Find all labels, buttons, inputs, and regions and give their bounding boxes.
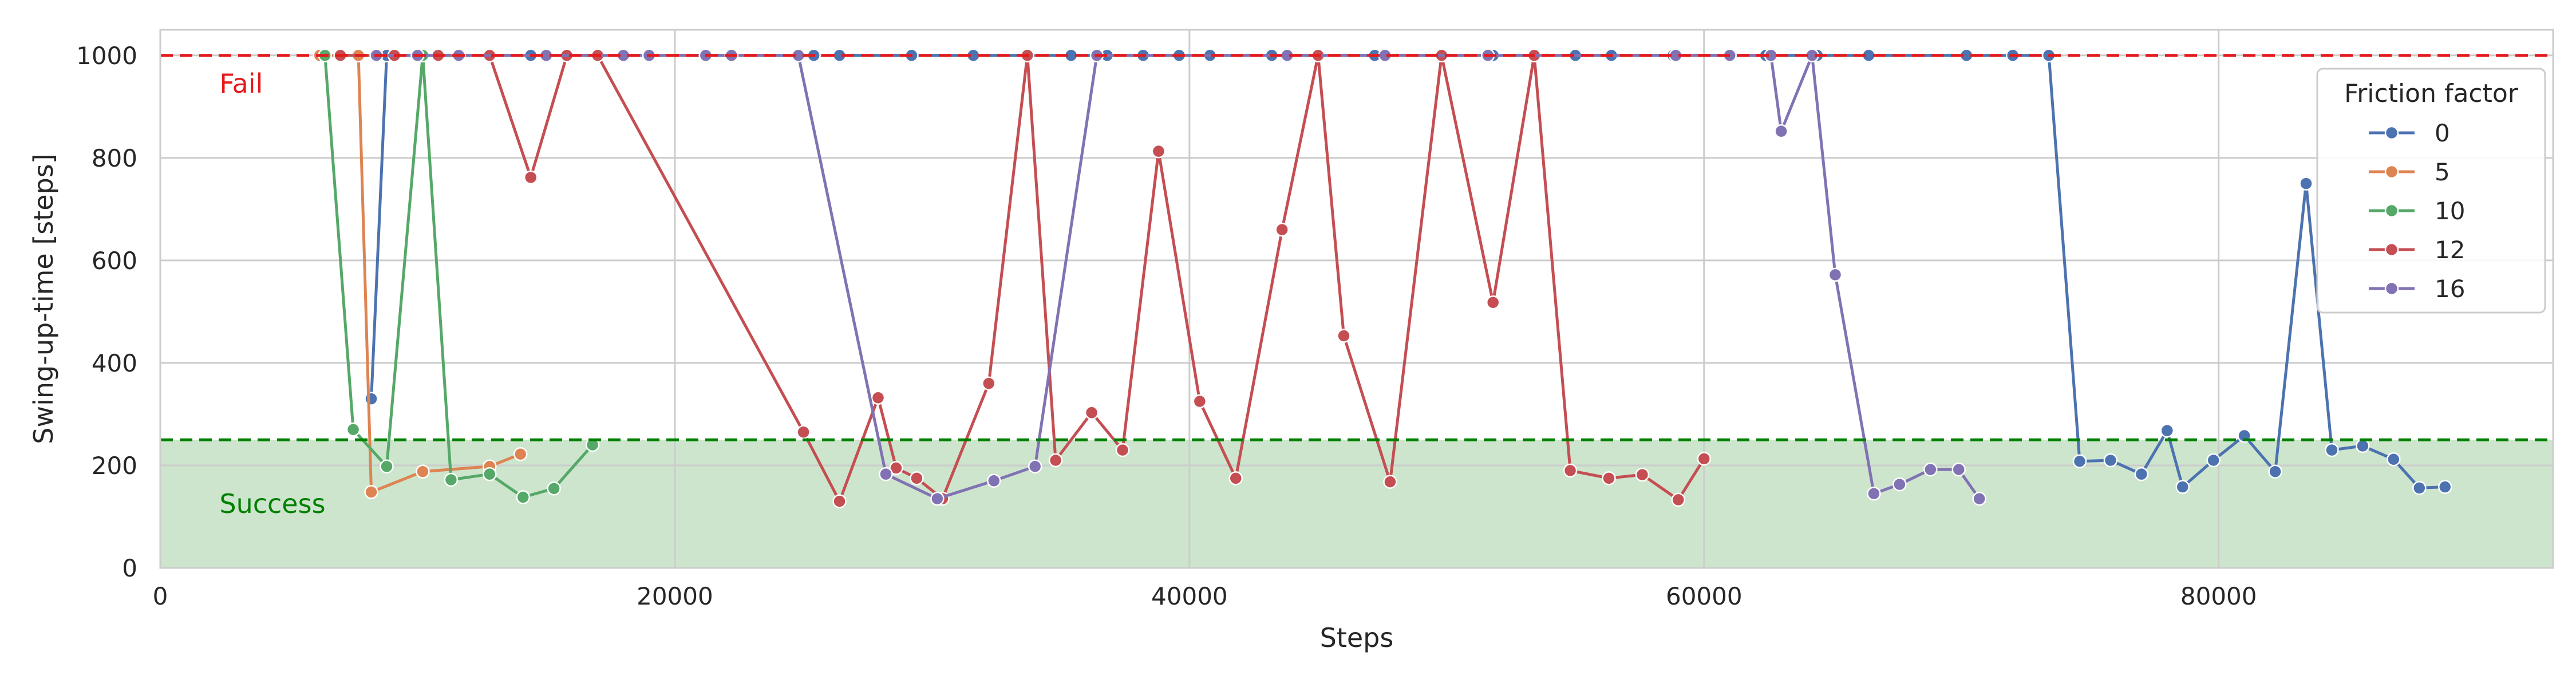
y-tick-label: 1000 <box>76 42 137 70</box>
data-point <box>1635 467 1650 482</box>
legend-item: 0 <box>2369 119 2450 147</box>
data-point <box>1951 462 1966 477</box>
data-point <box>2134 467 2149 481</box>
data-point <box>1383 475 1397 489</box>
y-tick-label: 0 <box>122 554 137 582</box>
data-point <box>1563 463 1578 478</box>
legend-marker <box>2384 125 2399 140</box>
data-point <box>1228 471 1243 485</box>
legend-marker <box>2384 242 2399 257</box>
x-tick-label: 40000 <box>1151 582 1228 610</box>
data-point <box>1337 329 1351 343</box>
data-point <box>1671 492 1686 507</box>
data-point <box>1774 124 1788 139</box>
data-point <box>2356 439 2370 453</box>
data-point <box>416 464 430 479</box>
legend-marker <box>2384 164 2399 179</box>
data-point <box>832 494 847 508</box>
x-tick-label: 20000 <box>637 582 713 610</box>
x-tick-label: 60000 <box>1666 582 1743 610</box>
data-point <box>889 461 903 475</box>
data-point <box>796 425 811 440</box>
data-point <box>547 481 561 496</box>
data-point <box>516 490 530 504</box>
data-point <box>2103 453 2118 468</box>
data-point <box>1828 267 1843 282</box>
data-point <box>1192 394 1207 409</box>
y-tick-label: 800 <box>92 144 137 172</box>
legend-title: Friction factor <box>2344 79 2519 108</box>
data-point <box>982 376 996 390</box>
data-point <box>2268 464 2282 479</box>
legend-label: 10 <box>2435 197 2465 225</box>
data-point <box>1084 405 1099 420</box>
data-point <box>2412 481 2427 495</box>
data-point <box>987 473 1001 488</box>
series-12 <box>333 48 1712 508</box>
data-point <box>1867 486 1881 501</box>
legend-marker <box>2384 203 2399 218</box>
y-tick-labels: 0 200 400 600 800 1000 <box>76 42 137 582</box>
data-point <box>444 472 459 487</box>
data-point <box>1485 295 1500 310</box>
legend-label: 12 <box>2435 236 2465 264</box>
x-tick-label: 80000 <box>2180 582 2257 610</box>
y-tick-label: 400 <box>92 349 137 377</box>
data-point <box>1048 453 1063 468</box>
data-point <box>380 459 394 473</box>
data-point <box>910 471 924 485</box>
data-point <box>1893 477 1907 492</box>
data-point <box>1151 144 1166 159</box>
data-point <box>1972 491 1986 506</box>
data-point <box>1275 222 1289 237</box>
plot-frame <box>159 29 2554 569</box>
legend-box <box>2316 68 2546 314</box>
legend-item: 5 <box>2369 158 2450 186</box>
data-point <box>930 491 945 506</box>
legend: Friction factor 0 5 10 12 16 <box>2316 68 2546 314</box>
y-tick-label: 600 <box>92 247 137 275</box>
data-point <box>1923 462 1938 477</box>
legend-item: 12 <box>2369 236 2465 264</box>
data-point <box>2299 176 2313 191</box>
legend-item: 10 <box>2369 197 2465 225</box>
data-point <box>346 423 361 437</box>
legend-marker <box>2384 281 2399 296</box>
data-point <box>2325 443 2339 457</box>
data-point <box>879 467 893 481</box>
x-axis-title: Steps <box>1320 622 1394 653</box>
data-point <box>2072 454 2087 469</box>
data-point <box>1697 452 1712 466</box>
data-point <box>513 447 528 461</box>
data-point <box>2387 452 2401 467</box>
data-point <box>2160 423 2175 438</box>
success-region <box>160 440 2553 568</box>
data-point <box>2175 480 2190 494</box>
success-annotation: Success <box>219 488 325 519</box>
legend-label: 16 <box>2435 275 2465 303</box>
data-point <box>1028 459 1042 473</box>
x-tick-labels: 0 20000 40000 60000 80000 <box>153 582 2257 610</box>
y-axis-title: Swing-up-time [steps] <box>28 153 59 444</box>
data-point <box>1602 471 1616 485</box>
data-point <box>2437 480 2452 494</box>
legend-label: 0 <box>2435 119 2450 147</box>
data-point <box>1115 443 1130 457</box>
data-point <box>2206 453 2221 468</box>
data-point <box>523 170 538 185</box>
legend-item: 16 <box>2369 275 2465 303</box>
legend-label: 5 <box>2435 158 2450 186</box>
data-point <box>364 392 378 406</box>
series-10 <box>318 48 600 504</box>
x-tick-label: 0 <box>153 582 168 610</box>
fail-annotation: Fail <box>219 68 263 99</box>
data-point <box>483 467 497 481</box>
y-tick-label: 200 <box>92 452 137 480</box>
data-point <box>364 485 378 499</box>
data-point <box>871 390 886 405</box>
